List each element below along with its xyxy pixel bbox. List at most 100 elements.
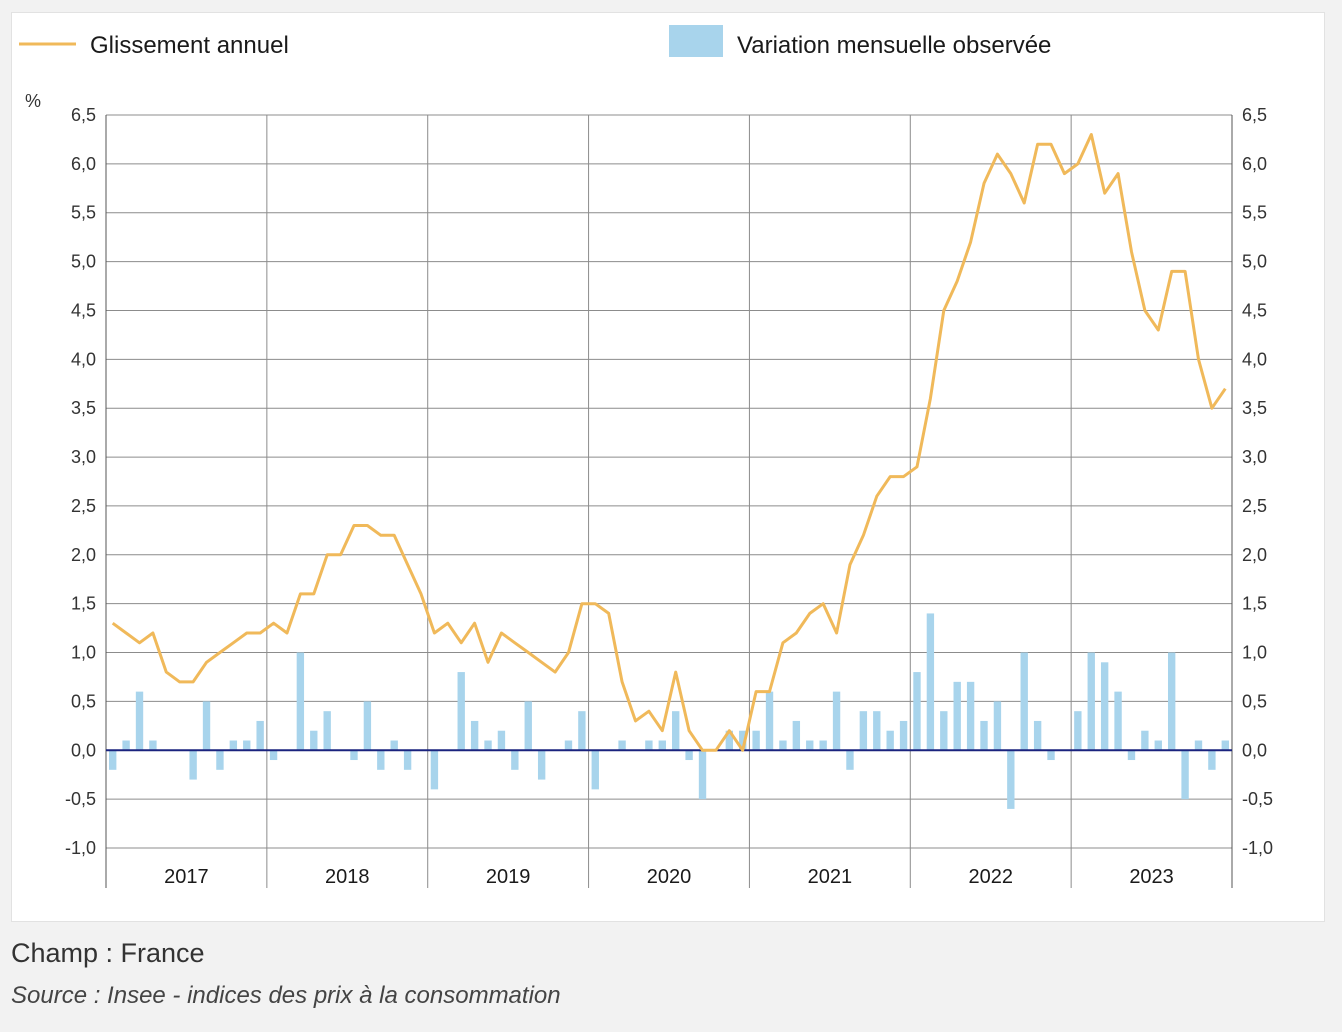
bar xyxy=(980,720,988,751)
bar xyxy=(1127,750,1136,761)
y-tick-label-left: 2,5 xyxy=(71,496,96,516)
y-tick-label-left: 2,0 xyxy=(71,545,96,565)
bar xyxy=(1087,652,1095,751)
bar xyxy=(1141,730,1149,751)
y-tick-label-right: -0,5 xyxy=(1242,789,1273,809)
bar xyxy=(189,750,197,780)
bar xyxy=(1181,750,1189,800)
y-tick-label-right: 4,0 xyxy=(1242,349,1267,369)
bar xyxy=(269,750,278,761)
bar-series xyxy=(109,613,1229,809)
bar xyxy=(672,711,680,751)
bar xyxy=(296,652,305,751)
bar xyxy=(537,750,546,780)
bar xyxy=(1221,740,1229,751)
bar xyxy=(149,740,157,751)
y-tick-label-right: 1,0 xyxy=(1242,643,1267,663)
y-tick-label-left: 0,0 xyxy=(71,740,96,760)
y-tick-label-right: 4,5 xyxy=(1242,300,1267,320)
bar xyxy=(993,701,1002,751)
legend: Glissement annuel Variation mensuelle ob… xyxy=(19,25,1051,59)
bar xyxy=(832,691,841,751)
bar xyxy=(363,701,372,751)
bar xyxy=(497,730,506,751)
year-label: 2019 xyxy=(486,866,531,888)
y-tick-label-right: 6,5 xyxy=(1242,105,1267,125)
bar xyxy=(1100,662,1109,751)
bar xyxy=(390,740,398,751)
bar xyxy=(377,750,385,770)
bar xyxy=(618,740,626,751)
grid xyxy=(105,114,1233,888)
bar xyxy=(1074,711,1082,751)
footer-source: Source : Insee - indices des prix à la c… xyxy=(11,982,561,1009)
y-tick-label-right: 0,5 xyxy=(1242,691,1267,711)
bar xyxy=(846,750,854,770)
year-label: 2022 xyxy=(968,866,1013,888)
y-tick-label-right: 3,0 xyxy=(1242,447,1267,467)
bar xyxy=(953,681,961,751)
bar xyxy=(310,730,318,751)
year-label: 2021 xyxy=(808,866,853,888)
bar xyxy=(913,672,921,751)
year-label: 2023 xyxy=(1129,866,1174,888)
bar xyxy=(873,711,881,751)
legend-line-label: Glissement annuel xyxy=(90,32,289,59)
bar xyxy=(109,750,117,770)
bar xyxy=(645,740,653,751)
y-tick-label-right: 5,5 xyxy=(1242,203,1267,223)
y-tick-label-left: 6,0 xyxy=(71,154,96,174)
bar xyxy=(792,720,801,751)
bar xyxy=(135,691,144,751)
bar xyxy=(685,750,693,761)
y-tick-label-right: 1,5 xyxy=(1242,594,1267,614)
year-label: 2017 xyxy=(164,866,209,888)
bar xyxy=(698,750,707,800)
y-tick-label-left: -1,0 xyxy=(65,838,96,858)
y-tick-label-left: 0,5 xyxy=(71,691,96,711)
line-series xyxy=(111,133,1227,752)
bar xyxy=(940,711,948,751)
y-tick-label-left: 3,0 xyxy=(71,447,96,467)
bar xyxy=(819,740,827,751)
bar xyxy=(524,701,532,751)
bar xyxy=(1208,750,1216,770)
bar xyxy=(470,720,479,751)
bar xyxy=(1154,740,1162,751)
bar xyxy=(484,740,492,751)
inflation-chart: Glissement annuel Variation mensuelle ob… xyxy=(19,25,1273,888)
y-tick-label-right: 5,0 xyxy=(1242,252,1267,272)
bar xyxy=(752,730,760,751)
y-unit-label: % xyxy=(25,91,41,111)
bar xyxy=(511,750,519,770)
bar xyxy=(578,711,586,751)
axes: 6,5 6,5 6,0 6,0 5,5 5,5 5,0 5,0 4,5 4,5 4,0 4,0 3,5 3… xyxy=(65,105,1273,888)
bar xyxy=(350,750,358,761)
bar xyxy=(899,720,908,751)
bar xyxy=(739,730,747,751)
bar xyxy=(229,740,238,751)
bar xyxy=(859,711,868,751)
legend-bar-label: Variation mensuelle observée xyxy=(737,32,1051,59)
bar xyxy=(1007,750,1015,809)
bar xyxy=(1047,750,1055,761)
y-tick-label-left: 3,5 xyxy=(71,398,96,418)
bar xyxy=(256,720,264,751)
bar xyxy=(806,740,814,751)
bar xyxy=(591,750,599,790)
bar xyxy=(457,672,465,751)
y-tick-label-left: 4,0 xyxy=(71,349,96,369)
bar xyxy=(1114,691,1122,751)
y-tick-label-left: 4,5 xyxy=(71,300,96,320)
y-tick-label-right: 6,0 xyxy=(1242,154,1267,174)
bar xyxy=(122,740,130,751)
bar xyxy=(323,711,331,751)
bar xyxy=(564,740,573,751)
y-tick-label-right: -1,0 xyxy=(1242,838,1273,858)
bar xyxy=(1033,720,1042,751)
bar xyxy=(403,750,412,770)
footer-scope: Champ : France xyxy=(11,938,205,968)
bar xyxy=(202,701,211,751)
bar xyxy=(886,730,894,751)
y-tick-label-right: 2,0 xyxy=(1242,545,1267,565)
